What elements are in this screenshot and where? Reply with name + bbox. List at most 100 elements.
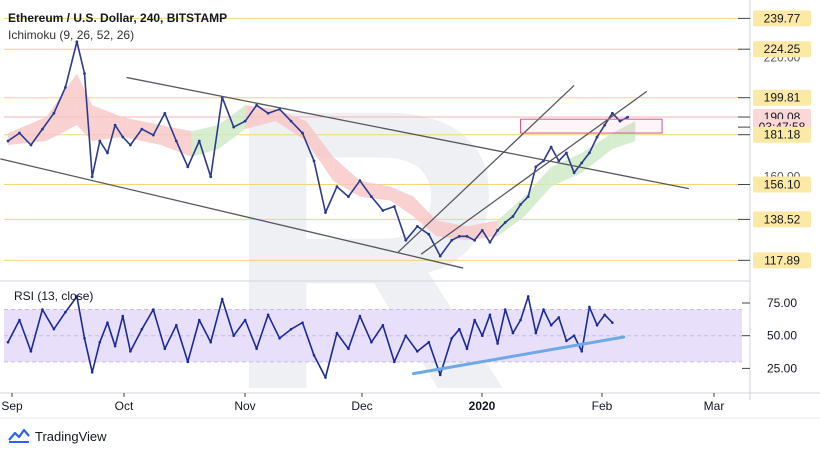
rsi-point: [370, 340, 373, 344]
channel-ascending-mid: [420, 90, 648, 255]
price-scale[interactable]: 220.00160.00239.77224.25199.81190.0803:4…: [738, 10, 811, 269]
rsi-point: [549, 323, 553, 327]
rsi-band-fill: [4, 309, 742, 362]
rsi-point: [580, 350, 584, 353]
price-point: [465, 234, 469, 238]
tradingview-logo-icon: [8, 428, 30, 443]
rsi-point: [519, 318, 522, 322]
cloud-segment: [122, 117, 161, 145]
rsi-point: [450, 337, 454, 340]
axes: [0, 0, 820, 419]
price-point: [526, 195, 530, 198]
rsi-point: [6, 340, 10, 344]
ichimoku-cloud: [8, 73, 636, 241]
price-point: [63, 86, 67, 89]
rsi-point: [83, 337, 86, 340]
price-pane[interactable]: [0, 17, 742, 269]
channel-descending-upper: [126, 76, 689, 190]
cloud-segment: [46, 73, 77, 142]
price-point: [473, 238, 477, 242]
rsi-point: [278, 337, 281, 340]
price-point: [335, 185, 339, 189]
rsi-point: [301, 321, 304, 324]
price-point: [503, 221, 507, 224]
cloud-segment: [333, 156, 360, 197]
price-point: [457, 234, 461, 238]
price-point: [565, 151, 568, 155]
price-point: [603, 123, 607, 127]
rsi-point: [140, 327, 144, 331]
price-point: [549, 145, 553, 149]
level-label-box: [753, 211, 811, 228]
price-point: [427, 232, 431, 236]
rsi-support-line: [411, 335, 626, 376]
level-label-box: [753, 41, 811, 58]
rsi-series: [6, 295, 626, 379]
rsi-point: [358, 314, 362, 318]
rsi-point: [243, 318, 247, 322]
price-point: [289, 119, 293, 123]
rsi-point: [588, 305, 591, 309]
rsi-point: [415, 350, 419, 353]
rsi-point: [98, 340, 102, 344]
level-label: 224.25: [764, 42, 801, 56]
rsi-tick-label: 25.00: [767, 361, 797, 375]
price-point: [347, 195, 350, 198]
price-point: [140, 127, 144, 131]
tradingview-logo[interactable]: TradingView: [8, 428, 107, 444]
rsi-point: [197, 318, 201, 322]
price-point: [324, 211, 327, 214]
price-point: [106, 151, 109, 155]
price-point: [595, 135, 599, 139]
price-series: [6, 40, 630, 258]
rsi-tick-label: 50.00: [767, 329, 797, 343]
price-point: [415, 224, 419, 228]
rsi-point: [496, 342, 499, 345]
time-axis[interactable]: Sep Oct Nov Dec 2020 Feb Mar: [1, 393, 724, 413]
trend-channels: [0, 76, 689, 269]
price-point: [580, 161, 584, 165]
rsi-point: [113, 344, 117, 348]
rsi-point: [232, 334, 235, 337]
price-point: [496, 228, 499, 232]
rsi-point: [572, 334, 576, 337]
rsi-scale[interactable]: 75.00 50.00 25.00: [742, 296, 797, 375]
rsi-point: [18, 318, 21, 322]
time-tick-label: Dec: [351, 399, 372, 413]
indicator-label[interactable]: Ichimoku (9, 26, 52, 26): [8, 28, 135, 42]
time-tick-label: 2020: [469, 399, 496, 413]
price-point: [209, 175, 213, 179]
price-point: [618, 119, 622, 123]
level-label-box: [753, 89, 811, 106]
price-point: [75, 40, 79, 44]
price-point: [29, 143, 33, 147]
level-label: 239.77: [764, 11, 801, 25]
rsi-point: [152, 308, 155, 311]
price-point: [450, 238, 454, 242]
time-tick-label: Mar: [704, 399, 725, 413]
price-point: [358, 179, 362, 183]
rsi-point: [542, 308, 545, 311]
rsi-point: [534, 331, 538, 335]
price-point: [519, 203, 522, 206]
price-point: [312, 159, 316, 163]
rsi-tick-label: 75.00: [767, 296, 797, 310]
price-point: [610, 111, 614, 115]
price-point: [381, 209, 385, 212]
cloud-segment: [359, 180, 391, 201]
rsi-point: [106, 321, 109, 324]
rsi-point: [488, 313, 492, 317]
price-point: [18, 131, 21, 135]
price-point: [438, 254, 442, 258]
rsi-point: [129, 350, 132, 353]
price-point: [488, 240, 492, 244]
rsi-label[interactable]: RSI (13, close): [14, 289, 94, 303]
cloud-segment: [524, 166, 552, 217]
cloud-segment: [390, 186, 414, 217]
price-point: [121, 135, 125, 139]
rsi-point: [465, 347, 469, 351]
price-point: [163, 111, 167, 115]
level-label-box: [753, 252, 811, 269]
price-point: [129, 143, 132, 147]
rsi-pane[interactable]: [4, 295, 742, 379]
